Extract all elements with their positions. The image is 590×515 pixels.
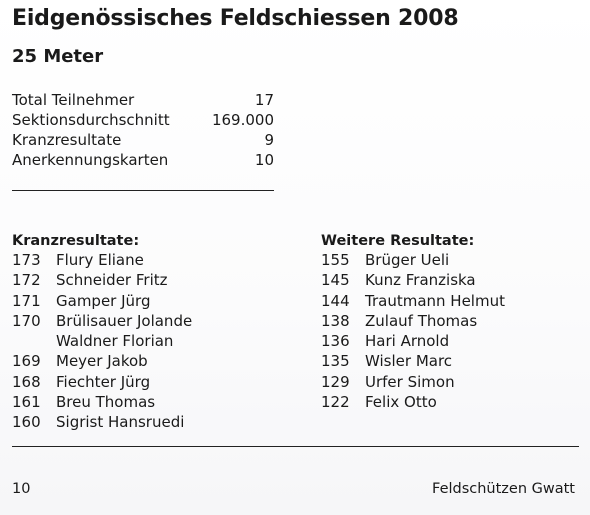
result-name: Wisler Marc <box>365 352 453 371</box>
result-row: 171 Gamper Jürg <box>12 291 312 311</box>
result-name: Urfer Simon <box>365 372 455 391</box>
result-score: 136 <box>321 332 350 351</box>
result-row: 161 Breu Thomas <box>12 392 312 412</box>
result-name: Gamper Jürg <box>56 291 151 310</box>
result-name: Brülisauer Jolande <box>56 311 193 330</box>
result-name: Fiechter Jürg <box>56 372 151 391</box>
result-name: Sigrist Hansruedi <box>56 413 185 432</box>
result-score: 145 <box>321 271 350 290</box>
page-number: 10 <box>12 481 31 497</box>
section-subtitle: 25 Meter <box>12 46 104 67</box>
stat-label: Kranzresultate <box>12 131 122 149</box>
result-name: Schneider Fritz <box>56 271 168 290</box>
result-name: Meyer Jakob <box>56 352 148 371</box>
result-row: 129 Urfer Simon <box>321 372 581 392</box>
result-score <box>12 331 56 351</box>
stat-value: 10 <box>254 151 274 169</box>
result-row: 160 Sigrist Hansruedi <box>12 412 312 432</box>
result-score: 169 <box>12 352 41 371</box>
result-row: 169 Meyer Jakob <box>12 351 312 371</box>
result-name: Flury Eliane <box>56 251 144 269</box>
result-score: 138 <box>321 311 350 330</box>
summary-stats: Total Teilnehmer 17 Sektionsdurchschnitt… <box>12 90 274 170</box>
result-score: 170 <box>12 311 41 330</box>
result-score: 171 <box>12 291 41 310</box>
publication-name: Feldschützen Gwatt <box>432 481 575 497</box>
result-row: 122 Felix Otto <box>321 392 581 412</box>
result-row: 136 Hari Arnold <box>321 331 581 351</box>
result-score: 168 <box>12 372 41 391</box>
stat-row-total-participants: Total Teilnehmer 17 <box>12 90 274 110</box>
result-score: 160 <box>12 413 41 432</box>
divider-short <box>12 190 274 191</box>
result-row: 145 Kunz Franziska <box>321 270 581 290</box>
result-score: 122 <box>321 393 350 412</box>
page-title: Eidgenössisches Feldschiessen 2008 <box>12 6 459 31</box>
result-score: 161 <box>12 393 41 412</box>
stat-label: Sektionsdurchschnitt <box>12 111 170 129</box>
result-name: Felix Otto <box>365 393 437 412</box>
result-row: Waldner Florian <box>12 331 312 351</box>
stat-value: 9 <box>264 131 274 149</box>
result-score: 144 <box>321 291 350 310</box>
other-results-heading: Weitere Resultate: <box>321 233 475 249</box>
result-row: 138 Zulauf Thomas <box>321 311 581 331</box>
result-score: 173 <box>12 251 41 269</box>
result-row: 173 Flury Eliane <box>12 250 312 270</box>
result-row: 170 Brülisauer Jolande <box>12 311 312 331</box>
result-name: Trautmann Helmut <box>365 291 505 310</box>
result-name: Waldner Florian <box>56 332 174 351</box>
result-score: 129 <box>321 372 350 391</box>
wreath-results-heading: Kranzresultate: <box>12 233 140 249</box>
divider-footer <box>12 446 579 447</box>
result-row: 155 Brüger Ueli <box>321 250 581 270</box>
result-row: 172 Schneider Fritz <box>12 270 312 290</box>
stat-row-recognition-cards: Anerkennungskarten 10 <box>12 150 274 170</box>
wreath-results-column: Kranzresultate: 173 Flury Eliane 172 Schne… <box>12 232 312 433</box>
result-name: Hari Arnold <box>365 332 450 351</box>
other-results-column: Weitere Resultate: 155 Brüger Ueli 145 Kun… <box>321 232 581 412</box>
stat-label: Anerkennungskarten <box>12 151 169 169</box>
stat-label: Total Teilnehmer <box>12 91 135 109</box>
result-score: 135 <box>321 352 350 371</box>
result-name: Brüger Ueli <box>365 251 450 269</box>
stat-value: 17 <box>254 91 274 109</box>
result-score: 155 <box>321 251 350 269</box>
stat-row-wreath-results: Kranzresultate 9 <box>12 130 274 150</box>
result-row: 135 Wisler Marc <box>321 351 581 371</box>
result-score: 172 <box>12 271 41 290</box>
stat-row-section-average: Sektionsdurchschnitt 169.000 <box>12 110 274 130</box>
result-name: Breu Thomas <box>56 393 156 412</box>
result-name: Zulauf Thomas <box>365 311 478 330</box>
stat-value: 169.000 <box>211 111 274 129</box>
result-row: 144 Trautmann Helmut <box>321 291 581 311</box>
result-name: Kunz Franziska <box>365 271 476 290</box>
result-row: 168 Fiechter Jürg <box>12 372 312 392</box>
